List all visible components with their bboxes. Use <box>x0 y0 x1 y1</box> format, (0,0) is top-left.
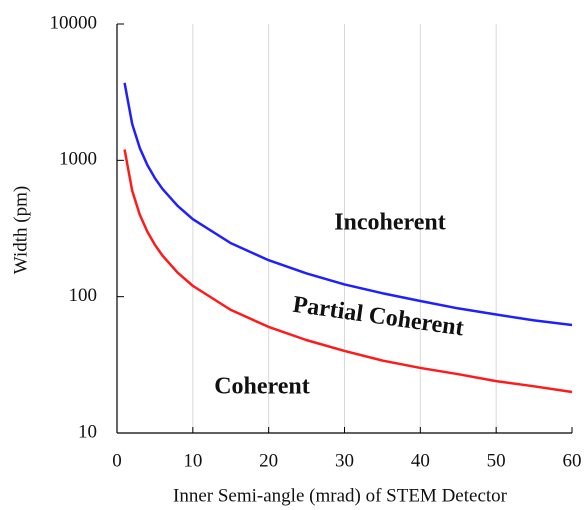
series-line <box>123 82 573 327</box>
x-tick-label: 20 <box>259 450 278 471</box>
annotation: Incoherent <box>334 210 446 236</box>
x-tick-label: 0 <box>112 450 122 471</box>
x-axis-label: Inner Semi-angle (mrad) of STEM Detector <box>173 485 508 506</box>
y-tick-label: 10000 <box>50 12 98 33</box>
x-tick-label: 50 <box>487 450 506 471</box>
x-tick-label: 40 <box>411 450 430 471</box>
y-tick-label: 10 <box>78 421 97 442</box>
y-axis-label: Width (pm) <box>10 186 31 274</box>
x-tick-label: 10 <box>183 450 202 471</box>
annotation: Coherent <box>214 374 310 400</box>
x-tick-label: 30 <box>335 450 354 471</box>
annotation: Partial Coherent <box>291 292 465 342</box>
x-tick-label: 60 <box>563 450 582 471</box>
series-line <box>123 149 573 394</box>
y-tick-label: 100 <box>69 285 98 306</box>
y-tick-label: 1000 <box>59 149 97 170</box>
